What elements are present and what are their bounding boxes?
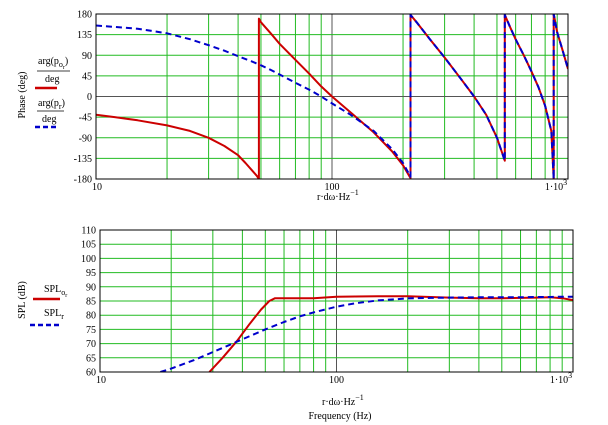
spl-xlabel: r·dω·Hz−1 <box>322 393 364 408</box>
spl-ytick-label: 85 <box>86 297 96 308</box>
spl-xlabel-frequency: Frequency (Hz) <box>308 411 371 422</box>
phase-ytick-label: 135 <box>77 30 92 41</box>
phase-ylabel: Phase (deg) <box>17 72 28 119</box>
phase-series <box>96 14 568 179</box>
spl-plot-frame <box>99 229 574 373</box>
spl-series <box>160 295 573 372</box>
spl-series-r-line <box>160 295 573 372</box>
legend-phase-or-den: deg <box>45 74 59 85</box>
legend-spl-or-label: SPLor <box>44 284 67 299</box>
phase-ytick-label: -135 <box>74 154 92 165</box>
spl-xtick-label: 1·103 <box>550 371 572 386</box>
phase-ytick-label: 90 <box>82 51 92 62</box>
phase-xtick-label: 1·103 <box>545 178 567 193</box>
legend-spl-r-label: SPLr <box>44 308 64 321</box>
spl-xtick-label: 10 <box>96 375 106 386</box>
spl-ytick-label: 110 <box>81 226 96 237</box>
spl-ytick-label: 90 <box>86 282 96 293</box>
spl-ytick-label: 60 <box>86 368 96 379</box>
phase-ytick-label: -180 <box>74 175 92 186</box>
spl-xtick-label: 100 <box>329 375 344 386</box>
spl-ytick-label: 80 <box>86 311 96 322</box>
phase-legend: arg(por) deg arg(pr) deg <box>35 56 70 129</box>
legend-phase-or-label: arg(por) <box>38 56 68 71</box>
legend-phase-r-label: arg(pr) <box>38 98 65 111</box>
spl-legend: SPLor SPLr <box>30 284 67 327</box>
spl-grid <box>99 229 574 373</box>
phase-xtick-label: 10 <box>92 182 102 193</box>
phase-xlabel: r·dω·Hz−1 <box>317 188 359 203</box>
spl-ytick-label: 100 <box>81 254 96 265</box>
spl-ytick-label: 95 <box>86 268 96 279</box>
legend-phase-r-den: deg <box>42 114 56 125</box>
spl-ytick-label: 105 <box>81 240 96 251</box>
phase-plot-frame <box>95 13 569 180</box>
spl-series-or-line <box>208 295 573 372</box>
spl-ylabel: SPL (dB) <box>17 281 28 319</box>
phase-ytick-label: 180 <box>77 10 92 21</box>
phase-xtick-label: 100 <box>325 182 340 193</box>
spl-ytick-label: 70 <box>86 339 96 350</box>
phase-ytick-label: -45 <box>79 113 92 124</box>
phase-ytick-label: -90 <box>79 133 92 144</box>
spl-ytick-label: 75 <box>86 325 96 336</box>
phase-ytick-label: 45 <box>82 71 92 82</box>
phase-ytick-label: 0 <box>87 92 92 103</box>
spl-ytick-label: 65 <box>86 353 96 364</box>
